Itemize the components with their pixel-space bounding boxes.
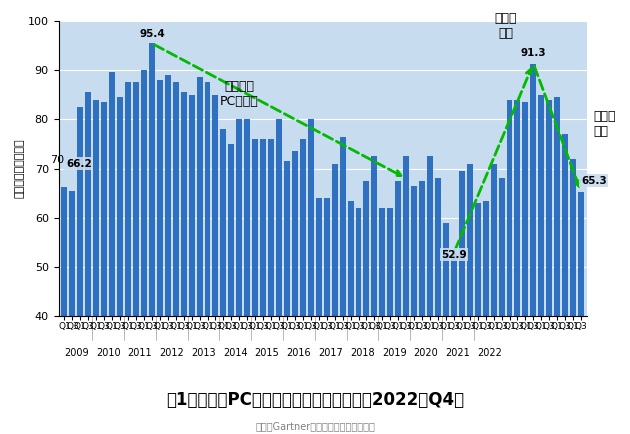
Bar xyxy=(292,151,298,434)
Text: 2015: 2015 xyxy=(255,349,280,358)
Bar xyxy=(546,99,553,434)
Bar xyxy=(395,181,401,434)
Bar xyxy=(93,99,100,434)
Text: 特需の
終焉: 特需の 終焉 xyxy=(593,110,616,138)
Text: 2020: 2020 xyxy=(414,349,438,358)
Bar xyxy=(220,129,226,434)
Bar xyxy=(197,77,202,434)
Bar xyxy=(77,107,83,434)
Bar xyxy=(276,119,282,434)
Bar xyxy=(252,139,258,434)
Text: 2016: 2016 xyxy=(287,349,311,358)
Bar xyxy=(467,164,472,434)
Text: 2018: 2018 xyxy=(350,349,375,358)
Text: 95.4: 95.4 xyxy=(139,30,165,39)
Text: 66.2: 66.2 xyxy=(66,158,92,168)
Bar xyxy=(165,75,171,434)
Bar xyxy=(387,208,393,434)
Bar xyxy=(475,203,481,434)
Bar xyxy=(530,64,536,434)
Bar xyxy=(459,171,465,434)
Bar xyxy=(538,95,544,434)
Bar xyxy=(133,82,139,434)
Bar xyxy=(331,164,338,434)
Bar xyxy=(69,191,76,434)
Text: 2011: 2011 xyxy=(128,349,152,358)
Bar xyxy=(62,187,67,434)
Bar xyxy=(173,82,179,434)
Bar xyxy=(364,181,369,434)
Bar xyxy=(403,156,409,434)
Bar xyxy=(411,186,417,434)
Bar xyxy=(308,119,314,434)
Bar xyxy=(236,119,243,434)
Bar xyxy=(507,99,512,434)
Bar xyxy=(260,139,266,434)
Text: 図1　世界のPCの四半期毎の出荷台数（～2022年Q4）: 図1 世界のPCの四半期毎の出荷台数（～2022年Q4） xyxy=(166,391,464,408)
Bar xyxy=(284,161,290,434)
Bar xyxy=(101,102,107,434)
Bar xyxy=(205,82,210,434)
Text: 2017: 2017 xyxy=(318,349,343,358)
Text: 65.3: 65.3 xyxy=(581,176,607,186)
Bar xyxy=(498,178,505,434)
Bar xyxy=(419,181,425,434)
Bar xyxy=(435,178,441,434)
Bar xyxy=(522,102,529,434)
Bar xyxy=(149,43,155,434)
Bar xyxy=(109,72,115,434)
Bar xyxy=(228,144,234,434)
Bar xyxy=(491,164,496,434)
Bar xyxy=(157,80,163,434)
Text: 2014: 2014 xyxy=(223,349,248,358)
Bar xyxy=(554,97,560,434)
Bar xyxy=(117,97,123,434)
Text: 2010: 2010 xyxy=(96,349,120,358)
Bar xyxy=(188,95,195,434)
Text: 70: 70 xyxy=(50,155,64,164)
Y-axis label: 出荷台数（百万台）: 出荷台数（百万台） xyxy=(15,139,25,198)
Bar xyxy=(451,253,457,434)
Bar xyxy=(515,99,520,434)
Bar xyxy=(85,92,91,434)
Text: 2022: 2022 xyxy=(477,349,502,358)
Bar xyxy=(324,198,329,434)
Text: 91.3: 91.3 xyxy=(520,48,546,58)
Bar xyxy=(427,156,433,434)
Bar xyxy=(244,119,250,434)
Bar xyxy=(181,92,186,434)
Bar xyxy=(570,159,576,434)
Bar xyxy=(372,156,377,434)
Text: 52.9: 52.9 xyxy=(441,250,467,260)
Bar xyxy=(125,82,131,434)
Text: 2021: 2021 xyxy=(445,349,470,358)
Bar xyxy=(578,192,584,434)
Text: コロナ
特需: コロナ 特需 xyxy=(495,13,517,40)
Bar xyxy=(212,95,219,434)
Text: 出所：Gartnerのデータを基に筆者作成: 出所：Gartnerのデータを基に筆者作成 xyxy=(255,421,375,431)
Text: 2013: 2013 xyxy=(192,349,216,358)
Text: 2009: 2009 xyxy=(64,349,89,358)
Bar xyxy=(141,70,147,434)
Bar xyxy=(300,139,306,434)
Bar xyxy=(316,198,322,434)
Bar xyxy=(483,201,489,434)
Bar xyxy=(268,139,274,434)
Bar xyxy=(562,134,568,434)
Text: 2012: 2012 xyxy=(159,349,184,358)
Bar xyxy=(355,208,362,434)
Bar xyxy=(379,208,386,434)
Text: 2019: 2019 xyxy=(382,349,406,358)
Bar xyxy=(443,223,449,434)
Bar xyxy=(348,201,353,434)
Text: スマホが
PCを駆逐: スマホが PCを駆逐 xyxy=(220,80,259,108)
Bar xyxy=(340,137,346,434)
